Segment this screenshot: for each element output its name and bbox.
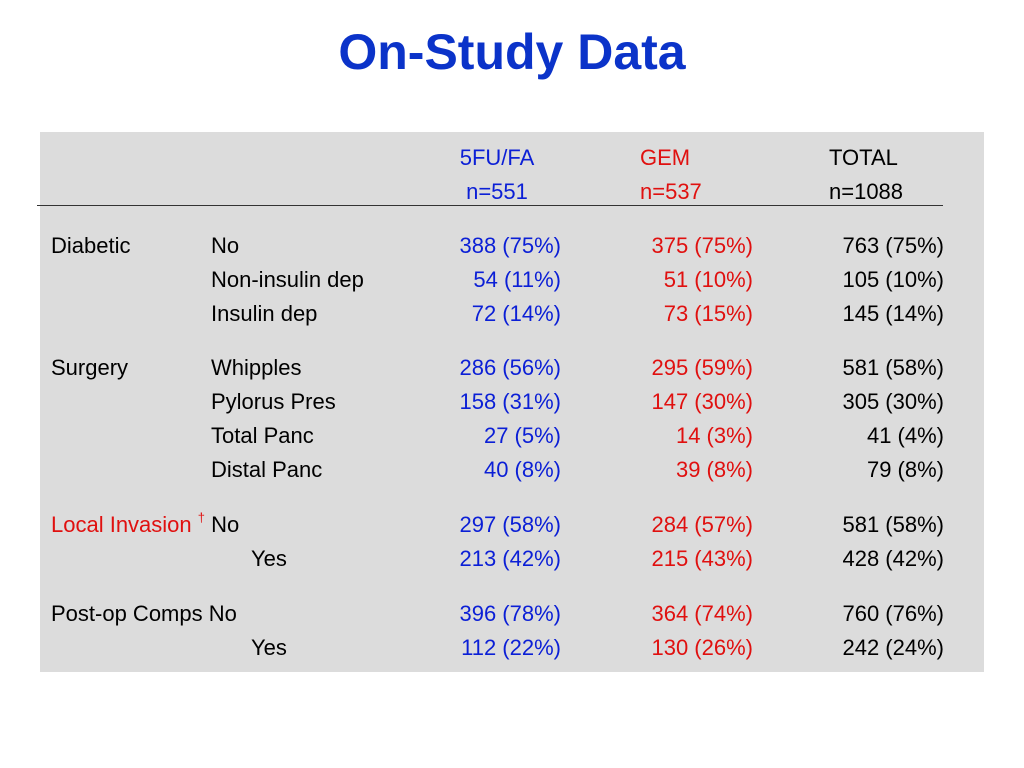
slide-title: On-Study Data <box>338 24 686 80</box>
cell-total: 41 (4%) <box>866 423 944 448</box>
header-total-n: n=1088 <box>829 179 904 204</box>
group-label-local-invasion: Local Invasion † No <box>51 510 240 538</box>
cell-gem: 39 (8%) <box>675 457 753 482</box>
row-label: Pylorus Pres <box>211 389 336 414</box>
row-label: No <box>211 233 240 258</box>
cell-fufa: 286 (56%) <box>459 355 561 380</box>
cell-gem: 215 (43%) <box>651 546 753 571</box>
row-label: Whipples <box>211 355 302 380</box>
row-label: Distal Panc <box>211 457 323 482</box>
cell-gem: 284 (57%) <box>651 512 753 537</box>
cell-gem: 51 (10%) <box>663 267 753 292</box>
cell-total: 428 (42%) <box>842 546 944 571</box>
postop-comps-label: Post-op Comps <box>51 601 203 626</box>
row-label: No <box>211 512 240 537</box>
row-label: Total Panc <box>211 423 314 448</box>
header-fufa-name: 5FU/FA <box>459 145 535 170</box>
cell-fufa: 112 (22%) <box>461 635 561 660</box>
cell-total: 79 (8%) <box>866 457 944 482</box>
group-label-postop-comps: Post-op Comps No <box>51 601 237 627</box>
cell-gem: 364 (74%) <box>651 601 753 626</box>
cell-total: 145 (14%) <box>842 301 944 326</box>
cell-total: 760 (76%) <box>842 601 944 626</box>
footnote-mark: † <box>197 510 206 525</box>
cell-total: 305 (30%) <box>842 389 944 414</box>
cell-gem: 130 (26%) <box>651 635 753 660</box>
header-total-name: TOTAL <box>829 145 898 170</box>
cell-gem: 14 (3%) <box>675 423 753 448</box>
header-gem-n: n=537 <box>640 179 702 204</box>
row-label: Yes <box>251 546 287 571</box>
header-gem-name: GEM <box>640 145 691 170</box>
data-table-panel <box>40 132 984 672</box>
cell-total: 763 (75%) <box>842 233 944 258</box>
cell-fufa: 40 (8%) <box>483 457 561 482</box>
cell-total: 105 (10%) <box>842 267 944 292</box>
cell-fufa: 158 (31%) <box>459 389 561 414</box>
cell-total: 242 (24%) <box>842 635 944 660</box>
row-label: Non-insulin dep <box>211 267 364 292</box>
row-label: Yes <box>251 635 287 660</box>
cell-fufa: 297 (58%) <box>459 512 561 537</box>
row-label: Insulin dep <box>211 301 318 326</box>
header-fufa-n: n=551 <box>466 179 528 204</box>
cell-gem: 73 (15%) <box>663 301 753 326</box>
cell-total: 581 (58%) <box>842 355 944 380</box>
cell-gem: 295 (59%) <box>651 355 753 380</box>
cell-total: 581 (58%) <box>842 512 944 537</box>
group-label-surgery: Surgery <box>51 355 129 380</box>
cell-fufa: 27 (5%) <box>483 423 561 448</box>
group-label-diabetic: Diabetic <box>51 233 131 258</box>
local-invasion-label: Local Invasion <box>51 512 192 537</box>
row-label: No <box>208 601 237 626</box>
cell-fufa: 54 (11%) <box>473 267 561 292</box>
cell-gem: 147 (30%) <box>651 389 753 414</box>
cell-fufa: 388 (75%) <box>459 233 561 258</box>
header-divider <box>37 205 943 206</box>
cell-fufa: 213 (42%) <box>459 546 561 571</box>
cell-fufa: 396 (78%) <box>459 601 561 626</box>
cell-fufa: 72 (14%) <box>471 301 561 326</box>
cell-gem: 375 (75%) <box>651 233 753 258</box>
